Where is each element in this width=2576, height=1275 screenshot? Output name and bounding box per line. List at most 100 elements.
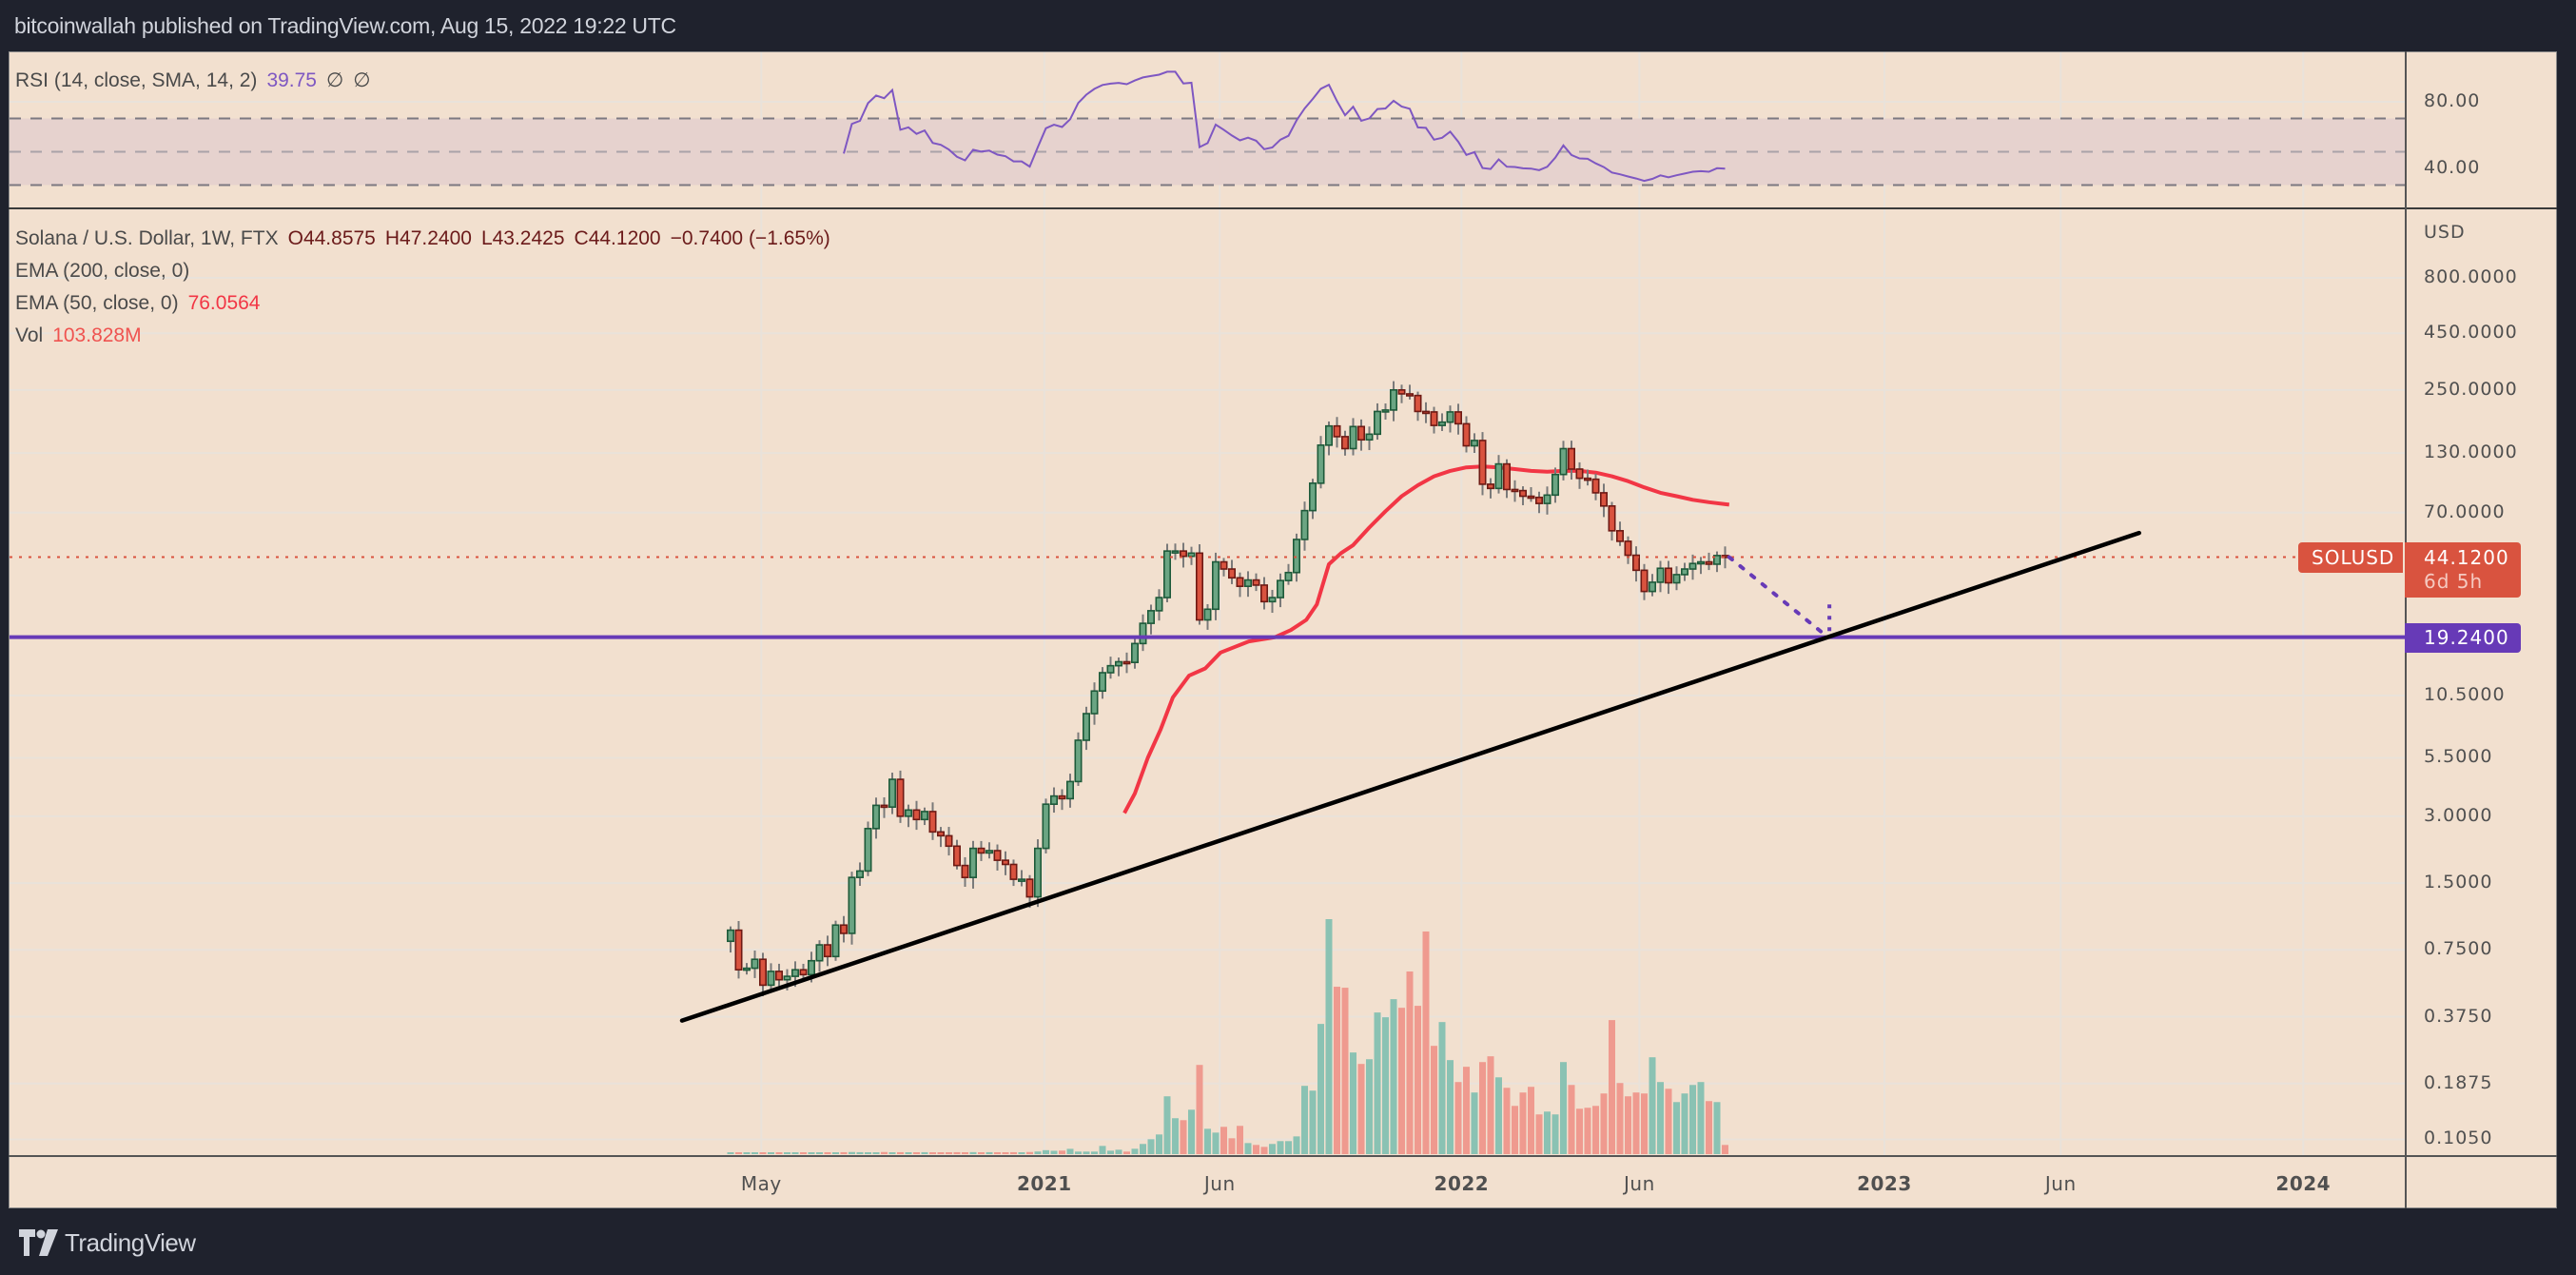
volume-bar <box>905 1152 912 1154</box>
drawings[interactable] <box>10 530 2405 1023</box>
last-price: 44.1200 <box>2424 546 2509 569</box>
volume-bar <box>1123 1151 1130 1154</box>
volume-bar <box>1285 1141 1292 1154</box>
volume-bar <box>1374 1012 1381 1154</box>
candle-body <box>1293 539 1301 574</box>
volume-bar <box>872 1152 880 1154</box>
candle-body <box>1672 574 1681 584</box>
volume-bar <box>1422 931 1430 1154</box>
candle-body <box>1713 555 1722 565</box>
volume-bar <box>1220 1127 1227 1154</box>
candle-body <box>1357 425 1366 441</box>
candle-body <box>1584 477 1592 481</box>
candle-body <box>1535 496 1544 504</box>
candle-body <box>1681 568 1689 576</box>
candle-body <box>945 834 953 848</box>
candle-body <box>1640 569 1649 593</box>
ema50-line <box>1122 464 1730 814</box>
candle-body <box>1430 411 1438 426</box>
candle-body <box>936 831 945 837</box>
volume-bar <box>921 1151 928 1154</box>
candle-body <box>1649 581 1657 593</box>
candle-body <box>1349 425 1357 450</box>
time-tick-label: Jun <box>1624 1172 1655 1195</box>
volume-bar <box>849 1151 855 1154</box>
candle-body <box>1381 409 1390 413</box>
ema50-legend[interactable]: EMA (50, close, 0) 76.0564 <box>15 292 270 315</box>
volume-bar <box>743 1152 751 1154</box>
candle-body <box>1454 411 1463 425</box>
volume-bars <box>727 919 1728 1154</box>
candle-body <box>1042 803 1050 850</box>
candle-body <box>848 876 856 934</box>
candle-body <box>1390 389 1398 411</box>
volume-bar <box>953 1151 961 1154</box>
volume-bar <box>1237 1126 1243 1154</box>
price-lines <box>1122 464 1730 814</box>
candle-body <box>1058 794 1066 800</box>
candle-body <box>1325 424 1334 446</box>
price-tick-label: 0.1050 <box>2424 1128 2493 1149</box>
candle-body <box>1397 389 1406 395</box>
volume-bar <box>1382 1017 1389 1154</box>
candle-body <box>1374 410 1382 436</box>
volume-bar <box>1066 1148 1074 1154</box>
rsi-legend[interactable]: RSI (14, close, SMA, 14, 2) 39.75 ∅ ∅ <box>15 69 381 92</box>
volume-bar <box>1431 1046 1437 1154</box>
volume-bar <box>1107 1150 1114 1154</box>
volume-bar <box>1341 988 1349 1154</box>
volume-bar <box>768 1152 774 1154</box>
volume-bar <box>1512 1106 1518 1154</box>
chart-panel[interactable] <box>9 51 2557 1208</box>
candle-body <box>1139 622 1147 645</box>
support-price-tag: 19.2400 <box>2405 623 2521 653</box>
ema200-legend[interactable]: EMA (200, close, 0) <box>15 260 199 283</box>
volume-bar <box>946 1152 952 1154</box>
volume-bar <box>1366 1059 1373 1154</box>
candle-body <box>1220 560 1228 570</box>
volume-bar <box>1293 1136 1300 1154</box>
candle-body <box>1147 610 1156 624</box>
candle-body <box>952 845 961 867</box>
volume-bar <box>1641 1093 1648 1154</box>
candle-body <box>1503 462 1512 491</box>
candle-body <box>1002 859 1010 866</box>
candle-body <box>1575 468 1584 480</box>
tradingview-logo[interactable]: TradingView <box>19 1228 196 1258</box>
volume-bar <box>1091 1151 1098 1154</box>
time-tick-label: Jun <box>1203 1172 1236 1195</box>
volume-legend[interactable]: Vol 103.828M <box>15 324 151 347</box>
rsi-value: 39.75 <box>266 69 317 91</box>
time-tick-label: 2024 <box>2275 1172 2332 1195</box>
candle-body <box>1099 672 1107 693</box>
volume-bar <box>1026 1151 1033 1154</box>
symbol-title: Solana / U.S. Dollar, 1W, FTX <box>15 227 279 249</box>
volume-bar <box>1665 1089 1672 1154</box>
candle-body <box>807 959 815 976</box>
price-tick-label: 0.7500 <box>2424 938 2493 960</box>
volume-bar <box>1632 1092 1640 1154</box>
volume-bar <box>1010 1151 1017 1154</box>
volume-bar <box>1277 1141 1284 1154</box>
volume-bar <box>1172 1118 1179 1154</box>
candle-body <box>1414 394 1422 413</box>
candle-body <box>1106 664 1115 674</box>
volume-bar <box>1002 1152 1009 1154</box>
candle-body <box>1050 794 1059 805</box>
candle-body <box>1309 482 1317 512</box>
volume-bar <box>1649 1057 1656 1154</box>
volume-bar <box>1406 971 1414 1154</box>
candle-body <box>961 864 969 878</box>
volume-bar <box>1592 1106 1599 1154</box>
candle-body <box>1228 568 1237 579</box>
candle-body <box>1212 560 1220 611</box>
volume-bar <box>888 1152 896 1154</box>
candle-body <box>1300 509 1309 540</box>
candle-body <box>993 850 1002 861</box>
symbol-legend[interactable]: Solana / U.S. Dollar, 1W, FTX O44.8575 H47… <box>15 227 840 250</box>
candle-body <box>1527 495 1535 500</box>
candle-body <box>1365 433 1374 441</box>
volume-bar <box>929 1152 936 1154</box>
volume-bar <box>1317 1024 1324 1154</box>
